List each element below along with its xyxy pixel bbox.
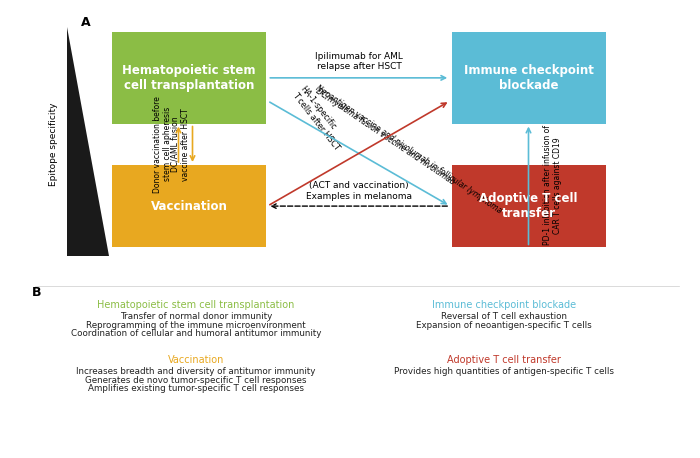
Text: Hematopoietic stem
cell transplantation: Hematopoietic stem cell transplantation xyxy=(122,64,256,92)
Text: Amplifies existing tumor-specific T cell responses: Amplifies existing tumor-specific T cell… xyxy=(88,384,304,393)
FancyArrowPatch shape xyxy=(270,103,446,205)
Text: Immune checkpoint
blockade: Immune checkpoint blockade xyxy=(463,64,594,92)
Text: Coordination of cellular and humoral antitumor immunity: Coordination of cellular and humoral ant… xyxy=(71,329,321,338)
FancyBboxPatch shape xyxy=(452,32,606,124)
Text: A: A xyxy=(80,16,90,29)
FancyBboxPatch shape xyxy=(452,165,606,247)
Text: Immune checkpoint blockade: Immune checkpoint blockade xyxy=(432,300,576,310)
Text: Provides high quantities of antigen-specific T cells: Provides high quantities of antigen-spec… xyxy=(394,367,614,376)
Polygon shape xyxy=(66,27,108,256)
FancyArrowPatch shape xyxy=(270,76,445,80)
Text: Increases breadth and diversity of antitumor immunity: Increases breadth and diversity of antit… xyxy=(76,367,316,376)
Text: Adoptive T cell transfer: Adoptive T cell transfer xyxy=(447,355,561,365)
Text: Reversal of T cell exhaustion: Reversal of T cell exhaustion xyxy=(441,312,567,322)
Text: DC/AML fusion
vaccine after HSCT: DC/AML fusion vaccine after HSCT xyxy=(171,108,190,180)
Text: Hematopoietic stem cell transplantation: Hematopoietic stem cell transplantation xyxy=(97,300,295,310)
FancyArrowPatch shape xyxy=(270,102,446,204)
Text: HA-1-specific
T cells after HSCT: HA-1-specific T cells after HSCT xyxy=(290,84,349,152)
Text: Epitope specificity: Epitope specificity xyxy=(50,103,58,186)
FancyBboxPatch shape xyxy=(112,165,266,247)
FancyArrowPatch shape xyxy=(272,204,447,208)
FancyArrowPatch shape xyxy=(176,128,181,162)
Text: Neoantigen vaccine and nivolumab in follicular lymphoma: Neoantigen vaccine and nivolumab in foll… xyxy=(314,84,503,216)
Text: Transfer of normal donor immunity: Transfer of normal donor immunity xyxy=(120,312,272,322)
Text: Donor vaccination before
stem cell apheresis: Donor vaccination before stem cell apher… xyxy=(153,96,172,193)
FancyArrowPatch shape xyxy=(190,126,195,160)
Text: DC/myeloma fusion vaccine and nivolumab: DC/myeloma fusion vaccine and nivolumab xyxy=(314,87,456,186)
Text: Vaccination: Vaccination xyxy=(150,200,228,213)
Text: PD-1 inhibition after infusion of
CAR T cells against CD19: PD-1 inhibition after infusion of CAR T … xyxy=(542,125,562,245)
Text: Expansion of neoantigen-specific T cells: Expansion of neoantigen-specific T cells xyxy=(416,321,592,330)
Text: Reprogramming of the immune microenvironment: Reprogramming of the immune microenviron… xyxy=(86,321,306,330)
Text: Vaccination: Vaccination xyxy=(168,355,224,365)
Text: (ACT and vaccination)
Examples in melanoma: (ACT and vaccination) Examples in melano… xyxy=(306,181,412,201)
Text: Ipilimumab for AML
relapse after HSCT: Ipilimumab for AML relapse after HSCT xyxy=(315,52,403,71)
Text: Adoptive T cell
transfer: Adoptive T cell transfer xyxy=(480,192,578,220)
FancyArrowPatch shape xyxy=(526,128,531,245)
Text: Generates de novo tumor-specific T cell responses: Generates de novo tumor-specific T cell … xyxy=(85,376,307,385)
FancyBboxPatch shape xyxy=(112,32,266,124)
Text: B: B xyxy=(32,286,41,299)
